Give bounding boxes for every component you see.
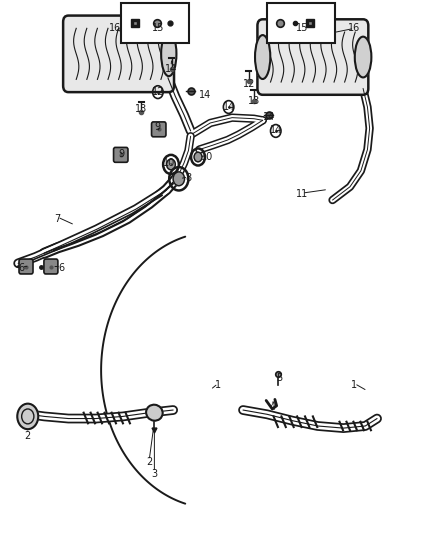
Text: 16: 16 — [109, 23, 121, 34]
Text: 10: 10 — [162, 158, 175, 168]
FancyBboxPatch shape — [113, 148, 128, 163]
Text: 1: 1 — [351, 379, 357, 390]
Ellipse shape — [355, 37, 371, 77]
FancyBboxPatch shape — [63, 15, 174, 92]
Text: 11: 11 — [296, 189, 308, 199]
Text: 7: 7 — [54, 214, 60, 224]
Text: 4: 4 — [269, 402, 276, 412]
Text: 12: 12 — [243, 79, 255, 88]
FancyBboxPatch shape — [19, 259, 33, 274]
Text: 8: 8 — [185, 173, 191, 183]
Text: 13: 13 — [135, 104, 148, 114]
Circle shape — [173, 172, 184, 185]
FancyBboxPatch shape — [152, 122, 166, 137]
Text: 14: 14 — [263, 111, 275, 122]
Text: 9: 9 — [155, 122, 161, 132]
FancyBboxPatch shape — [258, 19, 368, 95]
Text: 14: 14 — [223, 102, 235, 112]
Ellipse shape — [255, 35, 270, 79]
Text: 14: 14 — [270, 125, 282, 135]
Text: 6: 6 — [18, 263, 25, 272]
Circle shape — [194, 152, 202, 162]
Text: 2: 2 — [25, 431, 31, 441]
Ellipse shape — [161, 31, 177, 76]
Text: 15: 15 — [152, 23, 164, 34]
Text: 9: 9 — [118, 149, 124, 159]
FancyBboxPatch shape — [121, 3, 189, 43]
Text: 12: 12 — [152, 87, 164, 97]
Text: 6: 6 — [58, 263, 64, 272]
Text: 15: 15 — [296, 23, 308, 34]
Text: 13: 13 — [248, 95, 260, 106]
FancyBboxPatch shape — [267, 3, 335, 43]
Text: 16: 16 — [348, 23, 360, 34]
Text: 2: 2 — [146, 457, 152, 467]
Text: 14: 14 — [165, 64, 177, 74]
Text: 10: 10 — [201, 152, 213, 162]
Circle shape — [17, 403, 38, 429]
Text: 3: 3 — [151, 469, 157, 479]
Text: 5: 5 — [276, 373, 283, 383]
Text: 14: 14 — [199, 90, 211, 100]
Text: 1: 1 — [215, 379, 221, 390]
FancyBboxPatch shape — [44, 259, 58, 274]
Ellipse shape — [146, 405, 162, 421]
Circle shape — [166, 159, 175, 169]
